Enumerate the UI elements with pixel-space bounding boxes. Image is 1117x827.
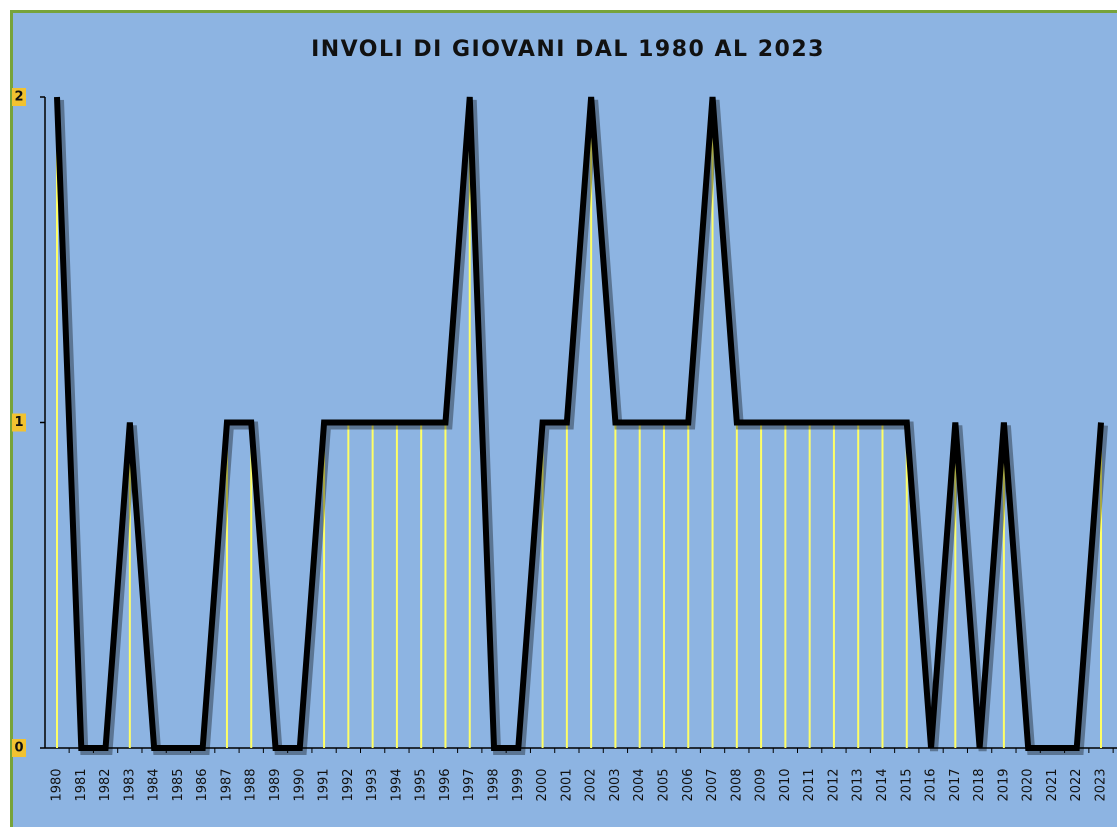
x-tick-label: 2013 xyxy=(851,768,866,801)
x-tick-label: 2003 xyxy=(608,768,623,801)
y-tick-label: 1 xyxy=(14,415,23,430)
x-tick-label: 2012 xyxy=(826,768,841,801)
x-tick-label: 2016 xyxy=(924,768,939,801)
x-tick-label: 2006 xyxy=(681,768,696,801)
x-tick-label: 1980 xyxy=(50,768,65,801)
y-tick-label: 0 xyxy=(14,741,23,756)
x-tick-label: 1989 xyxy=(268,768,283,801)
x-tick-label: 1991 xyxy=(317,768,332,801)
x-tick-label: 2018 xyxy=(972,768,987,801)
data-line xyxy=(54,96,1104,751)
chart-title: INVOLI DI GIOVANI DAL 1980 AL 2023 xyxy=(311,37,825,62)
x-tick-label: 2022 xyxy=(1069,768,1084,801)
x-tick-label: 1995 xyxy=(414,768,429,801)
x-tick-label: 1996 xyxy=(438,768,453,801)
x-tick-label: 1988 xyxy=(244,768,259,801)
x-tick-label: 1983 xyxy=(122,768,137,801)
x-tick-label: 1982 xyxy=(98,768,113,801)
x-tick-label: 2020 xyxy=(1021,768,1036,801)
x-tick-label: 1984 xyxy=(147,768,162,801)
x-tick-label: 2011 xyxy=(802,768,817,801)
x-tick-label: 2017 xyxy=(948,768,963,801)
x-tick-label: 2002 xyxy=(584,768,599,801)
x-tick-label: 1992 xyxy=(341,768,356,801)
x-tick-label: 2008 xyxy=(729,768,744,801)
x-tick-label: 1985 xyxy=(171,768,186,801)
x-tick-label: 2014 xyxy=(875,768,890,801)
x-tick-label: 1986 xyxy=(195,768,210,801)
x-tick-label: 2023 xyxy=(1094,768,1109,801)
x-tick-label: 2004 xyxy=(632,768,647,801)
x-tick-label: 1987 xyxy=(219,768,234,801)
x-tick-label: 2000 xyxy=(535,768,550,801)
x-tick-label: 2007 xyxy=(705,768,720,801)
x-tick-label: 1994 xyxy=(389,768,404,801)
x-tick-label: 1993 xyxy=(365,768,380,801)
x-tick-label: 1990 xyxy=(292,768,307,801)
x-tick-label: 2015 xyxy=(899,768,914,801)
y-tick-label-bg xyxy=(12,739,26,757)
x-tick-label: 2005 xyxy=(656,768,671,801)
y-tick-label-bg xyxy=(12,88,26,106)
x-tick-label: 1998 xyxy=(487,768,502,801)
y-tick-label: 2 xyxy=(14,90,23,105)
y-tick-label-bg xyxy=(12,413,26,432)
x-tick-label: 1981 xyxy=(74,768,89,801)
x-tick-label: 1997 xyxy=(462,768,477,801)
x-tick-label: 2009 xyxy=(754,768,769,801)
x-tick-label: 2001 xyxy=(559,768,574,801)
x-tick-label: 1999 xyxy=(511,768,526,801)
x-tick-label: 2021 xyxy=(1045,768,1060,801)
x-tick-label: 2019 xyxy=(996,768,1011,801)
x-tick-label: 2010 xyxy=(778,768,793,801)
